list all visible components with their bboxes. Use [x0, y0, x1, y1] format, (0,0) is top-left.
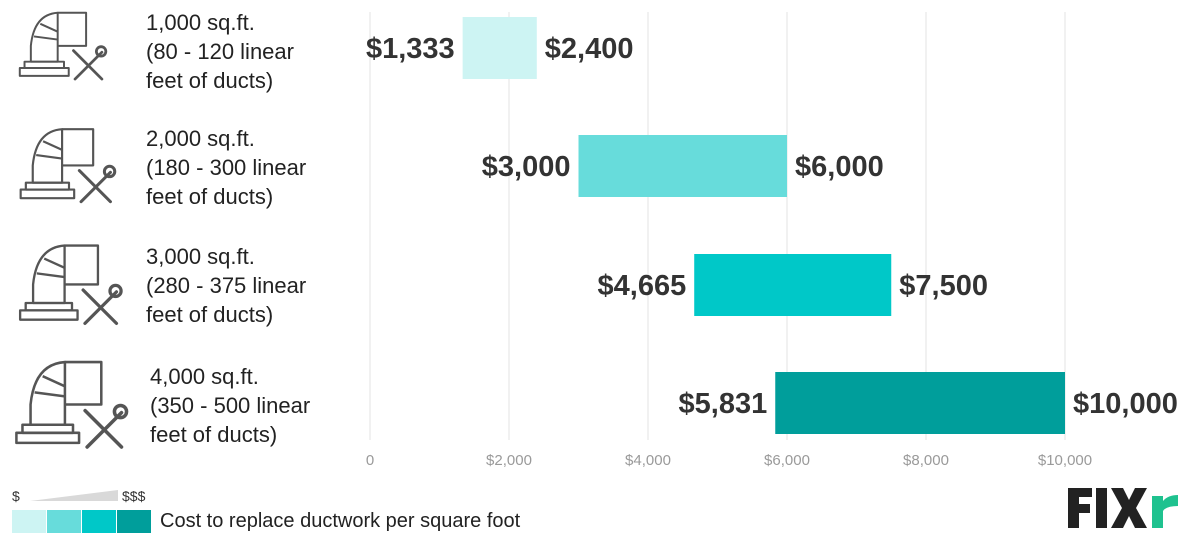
row-title: 2,000 sq.ft.	[146, 126, 255, 151]
range-high-label: $7,500	[899, 270, 988, 302]
range-high-label: $6,000	[795, 151, 884, 183]
row-subtitle: (280 - 375 linear	[146, 273, 307, 298]
row-label-2000: 2,000 sq.ft. (180 - 300 linear feet of d…	[146, 124, 306, 211]
duct-tools-icon	[10, 356, 136, 457]
range-high-label: $2,400	[545, 33, 634, 65]
x-tick-label: $4,000	[625, 452, 671, 469]
duct-tools-icon	[14, 8, 114, 88]
legend-text: Cost to replace ductwork per square foot	[160, 510, 521, 532]
legend-swatch-4	[117, 510, 151, 533]
x-tick-label: 0	[366, 452, 374, 469]
range-low-label: $5,831	[679, 388, 768, 420]
x-tick-label: $6,000	[764, 452, 810, 469]
fixr-logo	[1066, 484, 1190, 537]
legend-swatch-2	[47, 510, 81, 533]
legend-low-marker: $	[12, 488, 20, 504]
legend-swatch-1	[12, 510, 46, 533]
legend-gradient-wedge	[30, 490, 118, 501]
x-tick-label: $8,000	[903, 452, 949, 469]
range-low-label: $1,333	[366, 33, 455, 65]
legend-swatch-3	[82, 510, 116, 533]
row-label-4000: 4,000 sq.ft. (350 - 500 linear feet of d…	[150, 362, 310, 449]
row-title: 4,000 sq.ft.	[150, 364, 259, 389]
x-tick-label: $10,000	[1038, 452, 1092, 469]
range-low-label: $4,665	[598, 270, 687, 302]
row-subtitle: feet of ducts)	[150, 422, 278, 447]
x-tick-label: $2,000	[486, 452, 532, 469]
row-title: 1,000 sq.ft.	[146, 10, 255, 35]
legend-high-marker: $$$	[122, 488, 146, 504]
row-subtitle: (80 - 120 linear	[146, 39, 294, 64]
row-subtitle: feet of ducts)	[146, 302, 274, 327]
row-subtitle: (350 - 500 linear	[150, 393, 311, 418]
row-label-1000: 1,000 sq.ft. (80 - 120 linear feet of du…	[146, 8, 294, 95]
range-bar	[578, 135, 787, 197]
duct-tools-icon	[14, 124, 124, 211]
row-subtitle: feet of ducts)	[146, 68, 274, 93]
row-label-3000: 3,000 sq.ft. (280 - 375 linear feet of d…	[146, 242, 306, 329]
range-bar	[775, 372, 1065, 434]
range-low-label: $3,000	[482, 151, 571, 183]
row-title: 3,000 sq.ft.	[146, 244, 255, 269]
row-subtitle: feet of ducts)	[146, 184, 274, 209]
duct-tools-icon	[14, 240, 130, 333]
row-subtitle: (180 - 300 linear	[146, 155, 307, 180]
range-bar	[694, 254, 892, 316]
range-high-label: $10,000	[1073, 388, 1178, 420]
range-bar	[462, 17, 537, 79]
fixr-logo-icon	[1068, 488, 1178, 528]
